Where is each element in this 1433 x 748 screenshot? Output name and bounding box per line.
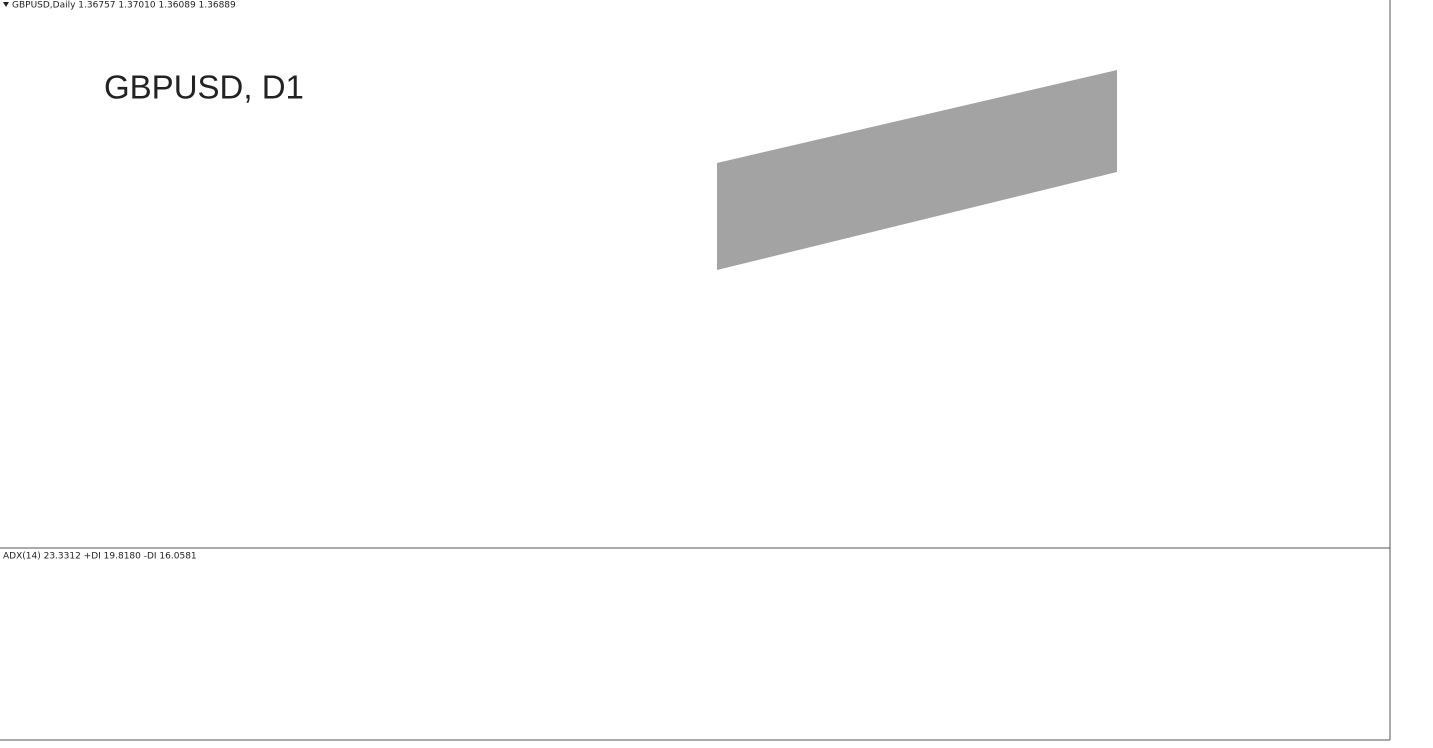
menu-arrow [3, 2, 9, 7]
channel [717, 70, 1117, 270]
chart-title: GBPUSD,Daily 1.36757 1.37010 1.36089 1.3… [12, 1, 236, 11]
symbol-label: GBPUSD, D1 [104, 69, 304, 106]
indicator-title: ADX(14) 23.3312 +DI 19.8180 -DI 16.0581 [3, 552, 197, 562]
